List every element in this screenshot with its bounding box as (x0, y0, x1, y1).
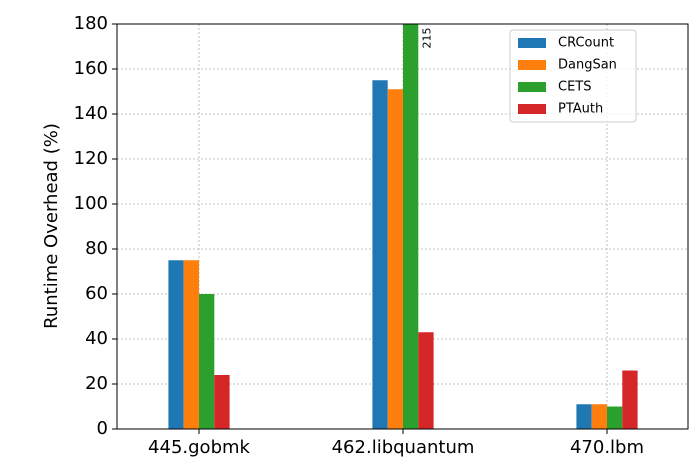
bar (622, 370, 638, 429)
legend-label: PTAuth (558, 102, 603, 117)
legend-swatch (518, 82, 546, 92)
bars (168, 24, 638, 429)
y-tick-label: 60 (85, 283, 108, 304)
x-tick-label: 462.libquantum (332, 437, 475, 458)
y-tick-label: 40 (85, 328, 108, 349)
y-tick-label: 120 (74, 148, 108, 169)
bar (418, 332, 434, 429)
legend-label: CRCount (558, 36, 614, 51)
legend-swatch (518, 60, 546, 70)
y-axis-label: Runtime Overhead (%) (41, 123, 62, 329)
bar (576, 404, 592, 429)
bar (403, 24, 419, 429)
value-label: 215 (420, 28, 433, 49)
bar (199, 294, 215, 429)
y-tick-label: 100 (74, 193, 108, 214)
legend-box (509, 29, 637, 123)
bar (372, 80, 388, 429)
y-tick-label: 80 (85, 238, 108, 259)
x-tick-label: 470.lbm (570, 437, 644, 458)
bar (591, 404, 607, 429)
bar (387, 89, 403, 429)
y-tick-label: 0 (97, 418, 108, 439)
legend-label: DangSan (558, 58, 617, 73)
x-tick-label: 445.gobmk (148, 437, 250, 458)
legend-swatch (518, 104, 546, 114)
legend-swatch (518, 38, 546, 48)
bar (183, 260, 199, 429)
y-tick-label: 140 (74, 103, 108, 124)
bar (168, 260, 184, 429)
y-tick-label: 160 (74, 58, 108, 79)
legend-label: CETS (558, 80, 591, 95)
y-tick-label: 20 (85, 373, 108, 394)
bar (214, 375, 230, 429)
y-tick-label: 180 (74, 13, 108, 34)
plot-frame (116, 23, 689, 430)
bar (607, 406, 623, 429)
